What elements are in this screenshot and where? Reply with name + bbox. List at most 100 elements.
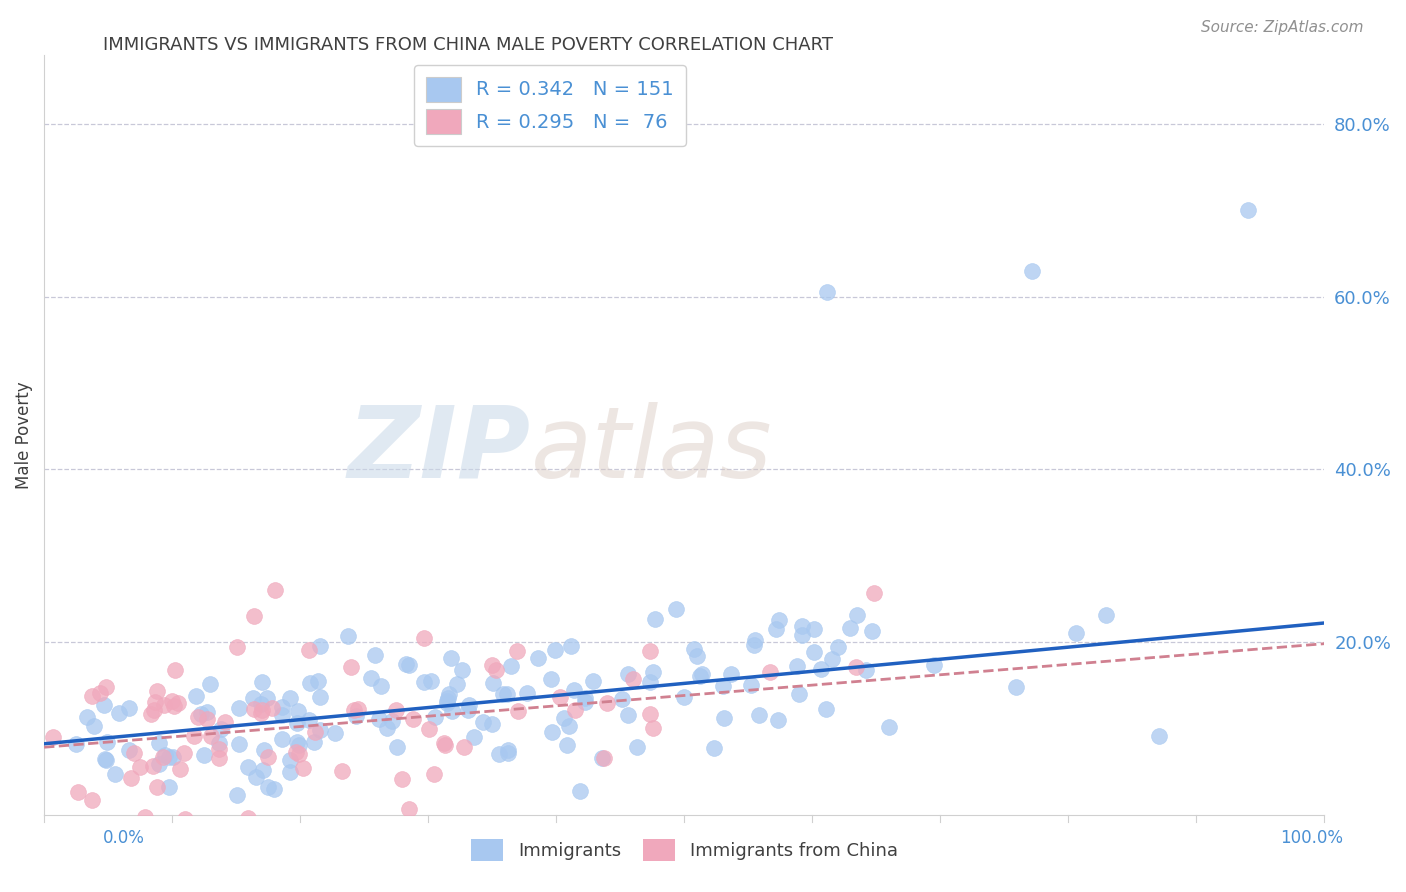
Point (226, 789, 249, 803)
Point (208, 742, 231, 756)
Point (496, 743, 519, 757)
Point (195, 705, 218, 719)
Point (307, 673, 329, 688)
Point (104, 767, 127, 781)
Point (118, 701, 141, 715)
Point (420, 674, 443, 689)
Point (673, 690, 696, 704)
Point (302, 735, 325, 749)
Point (165, 663, 187, 677)
Point (488, 747, 510, 761)
Point (344, 709, 367, 723)
Point (1064, 626, 1087, 640)
Point (501, 658, 523, 673)
Point (381, 714, 404, 728)
Point (245, 770, 267, 784)
Point (1021, 264, 1043, 278)
Point (815, 285, 838, 300)
Point (481, 676, 503, 690)
Point (309, 639, 332, 653)
Point (877, 720, 900, 734)
Point (342, 703, 364, 717)
Text: 100.0%: 100.0% (1279, 829, 1343, 847)
Point (810, 663, 832, 677)
Point (412, 631, 434, 645)
Point (643, 721, 665, 735)
Point (250, 675, 273, 690)
Point (143, 695, 166, 709)
Point (437, 688, 460, 702)
Point (142, 702, 165, 716)
Point (436, 696, 458, 710)
Point (398, 658, 420, 673)
Point (418, 722, 440, 736)
Point (748, 708, 770, 723)
Point (83, 719, 105, 733)
Point (481, 658, 503, 673)
Point (370, 679, 392, 693)
Point (1236, 203, 1258, 218)
Point (638, 643, 661, 657)
Text: 0.0%: 0.0% (103, 829, 145, 847)
Point (787, 687, 810, 701)
Point (432, 735, 454, 749)
Point (108, 706, 131, 720)
Point (190, 706, 212, 721)
Point (141, 706, 163, 721)
Point (555, 738, 578, 752)
Point (129, 760, 152, 774)
Point (94, 752, 117, 766)
Point (553, 711, 575, 725)
Point (200, 677, 222, 691)
Point (425, 709, 447, 723)
Point (297, 642, 319, 657)
Point (298, 676, 321, 690)
Point (792, 628, 814, 642)
Point (665, 601, 688, 615)
Point (278, 691, 301, 706)
Point (193, 747, 215, 762)
Point (263, 583, 285, 598)
Point (711, 679, 734, 693)
Point (285, 715, 308, 730)
Text: IMMIGRANTS VS IMMIGRANTS FROM CHINA MALE POVERTY CORRELATION CHART: IMMIGRANTS VS IMMIGRANTS FROM CHINA MALE… (103, 36, 832, 54)
Point (860, 624, 883, 638)
Point (740, 678, 762, 692)
Point (412, 675, 434, 690)
Point (278, 764, 301, 779)
Point (153, 747, 176, 762)
Point (814, 701, 837, 715)
Point (686, 648, 709, 663)
Point (621, 672, 644, 686)
Point (292, 761, 315, 775)
Point (863, 586, 886, 600)
Point (330, 764, 353, 779)
Point (249, 706, 271, 721)
Point (308, 690, 330, 704)
Point (347, 702, 370, 716)
Point (200, 729, 222, 743)
Point (271, 732, 294, 747)
Text: ZIP: ZIP (347, 401, 530, 499)
Point (612, 692, 634, 706)
Point (596, 696, 619, 710)
Point (236, 760, 259, 774)
Point (548, 690, 571, 705)
Point (238, 811, 260, 825)
Point (267, 823, 290, 838)
Point (304, 725, 326, 739)
Point (242, 691, 264, 706)
Point (626, 739, 648, 754)
Point (437, 691, 460, 706)
Point (562, 683, 585, 698)
Point (256, 690, 278, 705)
Point (228, 701, 250, 715)
Point (786, 659, 808, 673)
Point (242, 701, 264, 715)
Point (174, 812, 197, 826)
Point (766, 713, 789, 727)
Point (160, 694, 183, 708)
Point (827, 640, 849, 655)
Point (285, 745, 308, 759)
Point (183, 729, 205, 743)
